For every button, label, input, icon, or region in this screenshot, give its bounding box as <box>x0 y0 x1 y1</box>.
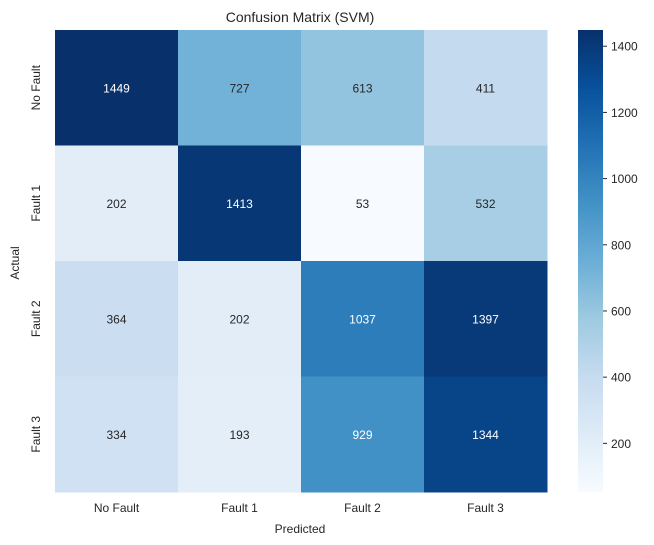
colorbar-tick-label: 400 <box>611 371 631 385</box>
colorbar <box>578 30 603 492</box>
colorbar-tick-label: 200 <box>611 437 631 451</box>
y-tick-label: Fault 1 <box>29 185 43 222</box>
heatmap-cell <box>301 376 425 493</box>
heatmap-cell <box>424 261 548 377</box>
cell-value-label: 929 <box>352 428 372 442</box>
heatmap-cell <box>301 261 425 377</box>
heatmap-cell <box>178 376 302 493</box>
cell-value-label: 411 <box>476 81 495 95</box>
colorbar-tick-label: 1000 <box>611 172 638 186</box>
cell-value-label: 727 <box>229 81 249 95</box>
heatmap-cell <box>301 30 425 146</box>
colorbar-tick-label: 1400 <box>611 40 638 54</box>
x-tick-label: No Fault <box>94 501 140 515</box>
heatmap-cell <box>178 261 302 377</box>
y-axis-ticks: No Fault Fault 1 Fault 2 Fault 3 <box>29 64 43 452</box>
x-axis-label: Predicted <box>275 522 326 536</box>
x-tick-label: Fault 3 <box>467 501 504 515</box>
colorbar-tick-label: 600 <box>611 304 631 318</box>
colorbar-tick-label: 800 <box>611 238 631 252</box>
cell-value-label: 1449 <box>103 81 130 95</box>
y-tick-label: No Fault <box>29 64 43 110</box>
cell-value-label: 53 <box>356 197 370 211</box>
cell-value-label: 1413 <box>226 197 253 211</box>
heatmap-cell <box>424 145 548 262</box>
cell-value-label: 1344 <box>472 428 499 442</box>
heatmap-cell <box>55 376 179 493</box>
heatmap-cell <box>178 145 302 262</box>
cell-value-label: 613 <box>352 81 372 95</box>
heatmap-cells: 1449 727 613 411 202 1413 53 532 364 202 1037 1397 3… <box>55 30 548 493</box>
y-axis-label: Actual <box>8 246 22 279</box>
heatmap-cell <box>55 261 179 377</box>
heatmap-cell <box>301 145 425 262</box>
cell-value-label: 202 <box>106 197 126 211</box>
x-axis-ticks: No Fault Fault 1 Fault 2 Fault 3 <box>94 501 504 515</box>
cell-value-label: 1397 <box>472 312 499 326</box>
heatmap-cell <box>424 376 548 493</box>
y-tick-label: Fault 2 <box>29 300 43 337</box>
cell-value-label: 532 <box>475 197 495 211</box>
heatmap-cell <box>178 30 302 146</box>
cell-value-label: 193 <box>229 428 249 442</box>
x-tick-label: Fault 1 <box>221 501 258 515</box>
heatmap-cell <box>424 30 548 146</box>
colorbar-ticks: 200 400 600 800 1000 1200 1400 <box>603 40 638 451</box>
cell-value-label: 364 <box>106 312 126 326</box>
colorbar-tick-label: 1200 <box>611 106 638 120</box>
x-tick-label: Fault 2 <box>344 501 381 515</box>
cell-value-label: 202 <box>229 312 249 326</box>
heatmap-cell <box>55 30 179 146</box>
heatmap-cell <box>55 145 179 262</box>
chart-title: Confusion Matrix (SVM) <box>226 9 375 25</box>
cell-value-label: 334 <box>106 428 126 442</box>
cell-value-label: 1037 <box>349 312 376 326</box>
y-tick-label: Fault 3 <box>29 416 43 453</box>
